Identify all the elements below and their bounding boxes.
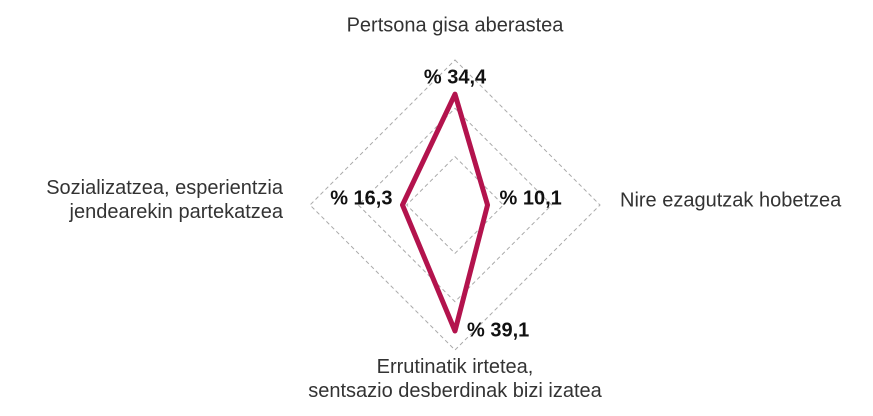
value-label: % 16,3 xyxy=(330,187,392,209)
value-label: % 34,4 xyxy=(424,66,487,88)
grid-ring xyxy=(309,59,601,351)
radar-line xyxy=(399,91,491,334)
grid-ring xyxy=(357,107,553,303)
category-label: Sozializatzea, esperientzia jendearekin p… xyxy=(46,177,284,223)
value-label: % 10,1 xyxy=(500,187,562,209)
category-label: Nire ezagutzak hobetzea xyxy=(620,189,842,211)
category-label: Pertsona gisa aberastea xyxy=(347,14,565,36)
category-label: Errutinatik irtetea, sentsazio desberdina… xyxy=(308,356,602,402)
value-label: % 39,1 xyxy=(467,319,529,341)
grid-ring xyxy=(405,155,505,255)
